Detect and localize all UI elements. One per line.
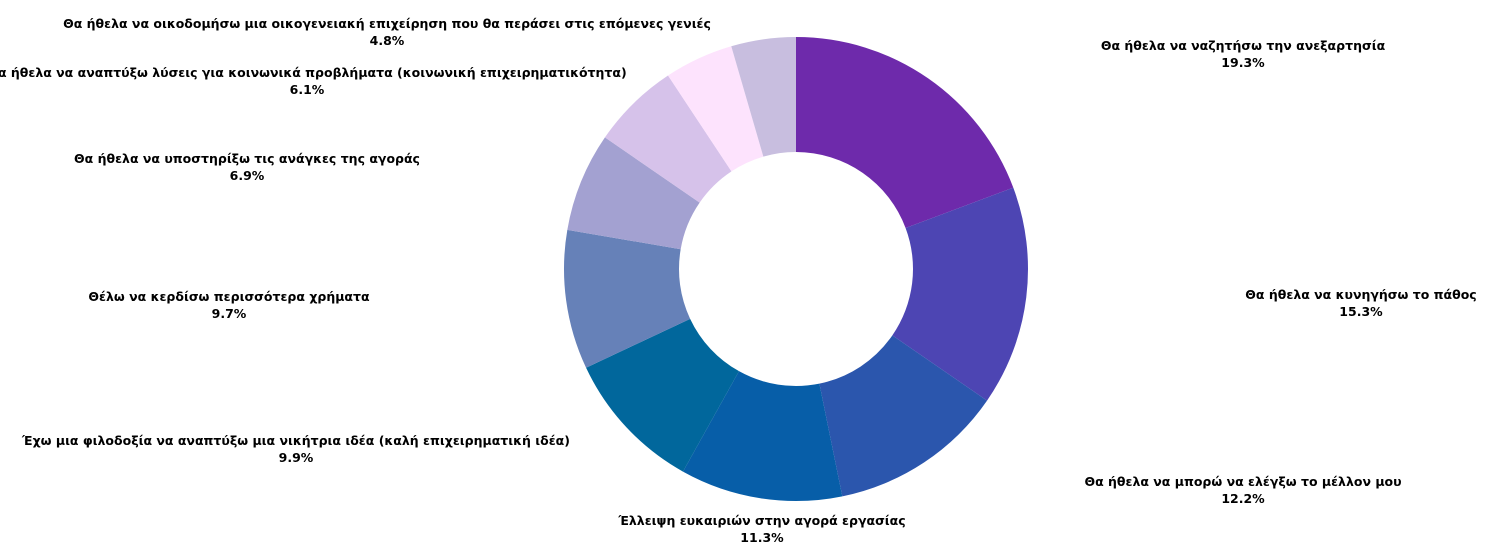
slice-value: 9.7% (211, 306, 247, 321)
slice-name: Θα ήθελα να μπορώ να ελέγξω το μέλλον μο… (1084, 474, 1402, 489)
donut-slice-6 (564, 229, 691, 368)
slice-name: Θα ήθελα να ναζητήσω την ανεξαρτησία (1100, 38, 1386, 53)
slice-label: Θα ήθελα να οικοδομήσω μια οικογενειακή … (63, 15, 711, 49)
slice-name: Θα ήθελα να οικοδομήσω μια οικογενειακή … (63, 16, 711, 31)
donut-slice-2 (892, 187, 1028, 401)
slice-label: Θέλω να κερδίσω περισσότερα χρήματα 9.7% (88, 288, 369, 322)
slice-label: Θα ήθελα να μπορώ να ελέγξω το μέλλον μο… (1084, 473, 1401, 507)
donut-slice-8 (604, 75, 732, 203)
donut-slice-3 (819, 335, 988, 497)
slice-name: Θα ήθελα να υποστηρίξω τις ανάγκες της α… (74, 151, 420, 166)
slice-label: Θα ήθελα να κυνηγήσω το πάθος 15.3% (1245, 286, 1476, 320)
slice-name: Θα ήθελα να αναπτύξω λύσεις για κοινωνικ… (0, 65, 627, 80)
slice-label: Έλλειψη ευκαιριών στην αγορά εργασίας 11… (618, 512, 905, 546)
donut-slice-5 (586, 318, 739, 472)
slice-label: Έχω μια φιλοδοξία να αναπτύξω μια νικήτρ… (22, 432, 570, 466)
donut-slice-4 (682, 371, 843, 501)
slice-value: 4.8% (369, 33, 405, 48)
slice-label: Θα ήθελα να αναπτύξω λύσεις για κοινωνικ… (0, 64, 627, 98)
slice-value: 6.9% (229, 168, 265, 183)
slice-name: Θέλω να κερδίσω περισσότερα χρήματα (88, 289, 370, 304)
slice-value: 15.3% (1339, 304, 1383, 319)
donut-slice-1 (796, 37, 1014, 228)
slice-name: Θα ήθελα να κυνηγήσω το πάθος (1245, 287, 1477, 302)
slice-name: Έλλειψη ευκαιριών στην αγορά εργασίας (618, 513, 906, 528)
slice-label: Θα ήθελα να υποστηρίξω τις ανάγκες της α… (74, 150, 420, 184)
slice-value: 9.9% (278, 450, 314, 465)
donut-slice-9 (668, 46, 764, 172)
slice-label: Θα ήθελα να ναζητήσω την ανεξαρτησία 19.… (1101, 37, 1385, 71)
slice-value: 6.1% (289, 82, 325, 97)
slice-value: 19.3% (1221, 55, 1265, 70)
donut-slice-10 (731, 37, 796, 157)
slice-name: Έχω μια φιλοδοξία να αναπτύξω μια νικήτρ… (22, 433, 570, 448)
slice-value: 12.2% (1221, 491, 1265, 506)
slice-value: 11.3% (740, 530, 784, 545)
donut-slice-7 (567, 137, 700, 250)
